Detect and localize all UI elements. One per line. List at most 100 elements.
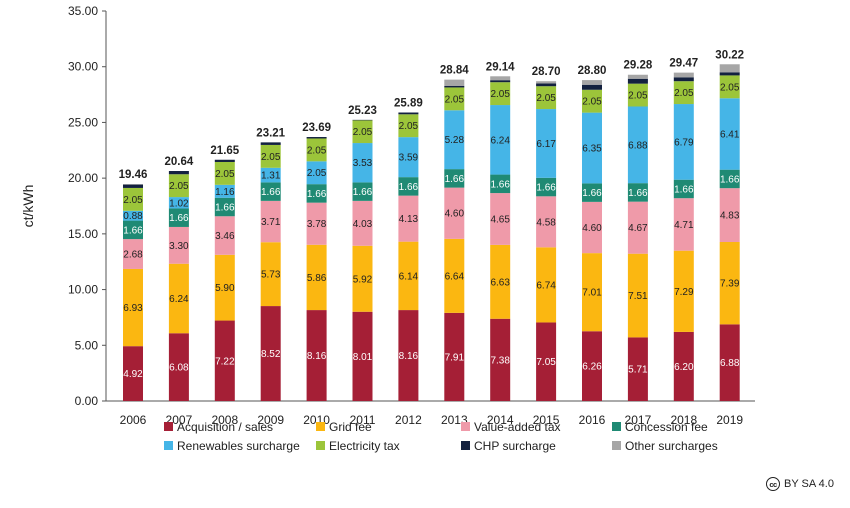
bar-segment-concession-fee [719, 169, 740, 189]
bar-segment-chp-surcharge [306, 137, 327, 139]
bar-segment-value-label: 7.29 [674, 287, 694, 298]
bar-segment-value-label: 6.64 [445, 271, 465, 282]
bar-segment-renewables-surcharge [444, 110, 465, 170]
bar-segment-value-label: 6.74 [536, 280, 556, 291]
bar-segment-value-label: 6.24 [490, 135, 510, 146]
bar-segment-value-label: 6.24 [169, 294, 189, 305]
bar-segment-electricity-tax [673, 81, 694, 105]
bar-segment-grid-fee [536, 247, 557, 323]
bar-segment-value-label: 6.79 [674, 137, 694, 148]
bar-segment-value-label: 2.05 [445, 94, 465, 105]
bar-segment-electricity-tax [214, 161, 235, 185]
bar-segment-value-label: 7.01 [582, 288, 602, 299]
bar-segment-value-label: 6.63 [490, 277, 510, 288]
bar-segment-acquisition-sales [490, 318, 511, 401]
bar-segment-value-added-tax [627, 201, 648, 254]
bar-segment-grid-fee [260, 242, 281, 307]
bar-segment-value-added-tax [490, 193, 511, 245]
bar-segment-acquisition-sales [582, 331, 602, 401]
bar-segment-acquisition-sales [536, 322, 557, 401]
bar-total-label: 28.84 [440, 65, 469, 77]
y-tick-label: 25.00 [68, 115, 98, 129]
bar-segment-value-label: 1.66 [353, 187, 373, 198]
bar-segment-concession-fee [490, 174, 511, 194]
y-tick-label: 5.00 [75, 338, 99, 352]
bar-segment-value-label: 5.86 [307, 273, 327, 284]
bar-segment-electricity-tax [260, 144, 281, 168]
bar-segment-value-added-tax [673, 198, 694, 251]
bar-segment-value-label: 7.05 [536, 357, 556, 368]
bar-segment-renewables-surcharge [352, 143, 373, 183]
bar-segment-chp-surcharge [444, 85, 465, 88]
bar-segment-acquisition-sales [306, 310, 327, 401]
legend-label: Acquisition / sales [177, 420, 273, 434]
bar-total-label: 23.69 [302, 122, 331, 134]
bar-segment-value-label: 4.60 [582, 223, 602, 234]
bar-segment-concession-fee [536, 177, 557, 197]
bar-segment-value-label: 4.58 [536, 217, 556, 228]
bar-segment-grid-fee [582, 253, 602, 332]
bar-segment-value-label: 3.71 [261, 217, 281, 228]
bar-segment-value-added-tax [719, 188, 740, 242]
bar-segment-value-label: 1.66 [720, 174, 740, 185]
bar-segment-electricity-tax [444, 87, 465, 111]
bar-segment-value-label: 2.05 [536, 93, 556, 104]
bar-total-label: 30.22 [715, 49, 744, 61]
x-tick-label: 2012 [395, 413, 422, 427]
bar-segment-renewables-surcharge [536, 109, 557, 178]
bar-segment-grid-fee [444, 238, 465, 313]
bar-total-label: 20.64 [165, 156, 194, 168]
bar-segment-value-label: 4.13 [399, 214, 419, 225]
bar-segment-acquisition-sales [398, 310, 419, 401]
bar-segment-chp-surcharge [214, 159, 235, 162]
bar-segment-value-label: 2.05 [353, 127, 373, 138]
bar-segment-value-label: 3.46 [215, 231, 235, 242]
bar-segment-concession-fee [168, 208, 189, 227]
bar-segment-renewables-surcharge [168, 197, 189, 209]
bar-segment-chp-surcharge [673, 77, 694, 82]
bar-segment-value-label: 2.05 [399, 121, 419, 132]
bar-segment-grid-fee [352, 245, 373, 312]
bar-segment-value-label: 4.67 [628, 223, 648, 234]
bar-segment-value-label: 1.66 [399, 182, 419, 193]
bar-segment-renewables-surcharge [398, 137, 419, 178]
bar-segment-value-label: 7.39 [720, 279, 740, 290]
bar-segment-value-label: 3.53 [353, 158, 373, 169]
bar-segment-acquisition-sales [627, 337, 648, 401]
bar-segment-concession-fee [352, 182, 373, 201]
bar-segment-acquisition-sales [719, 324, 740, 401]
bar-segment-value-label: 8.16 [307, 351, 327, 362]
bar-segment-value-label: 5.90 [215, 283, 235, 294]
bar-segment-other-surcharges [444, 79, 465, 86]
bar-segment-renewables-surcharge [260, 167, 281, 183]
bar-segment-value-label: 4.92 [123, 369, 143, 380]
bar-segment-value-label: 1.66 [445, 174, 465, 185]
bar-segment-value-added-tax [398, 195, 419, 242]
bar-segment-value-added-tax [214, 216, 235, 255]
legend-swatch [461, 441, 470, 450]
y-tick-label: 15.00 [68, 227, 98, 241]
bar-segment-other-surcharges [123, 184, 143, 185]
legend-swatch [164, 422, 173, 431]
bar-segment-other-surcharges [490, 76, 511, 81]
bar-segment-value-label: 2.05 [307, 168, 327, 179]
license-badge: cc BY SA 4.0 [766, 477, 834, 491]
bar-segment-chp-surcharge [260, 142, 281, 145]
creative-commons-icon: cc [766, 477, 780, 491]
bar-segment-electricity-tax [582, 89, 602, 113]
bar-segment-concession-fee [398, 177, 419, 196]
bar-segment-concession-fee [123, 220, 143, 240]
bar-segment-other-surcharges [627, 74, 648, 79]
y-tick-label: 30.00 [68, 60, 98, 74]
bar-segment-value-added-tax [168, 226, 189, 264]
bar-segment-acquisition-sales [214, 320, 235, 401]
bar-total-label: 23.21 [256, 127, 285, 139]
bar-segment-value-label: 2.05 [720, 82, 740, 93]
bar-segment-value-label: 2.05 [307, 145, 327, 156]
bar-segment-concession-fee [214, 197, 235, 217]
bar-total-label: 29.14 [486, 61, 515, 73]
bar-segment-concession-fee [260, 182, 281, 201]
bar-segment-grid-fee [719, 241, 740, 325]
legend-label: Renewables surcharge [177, 439, 300, 453]
bar-total-label: 19.46 [119, 169, 148, 181]
